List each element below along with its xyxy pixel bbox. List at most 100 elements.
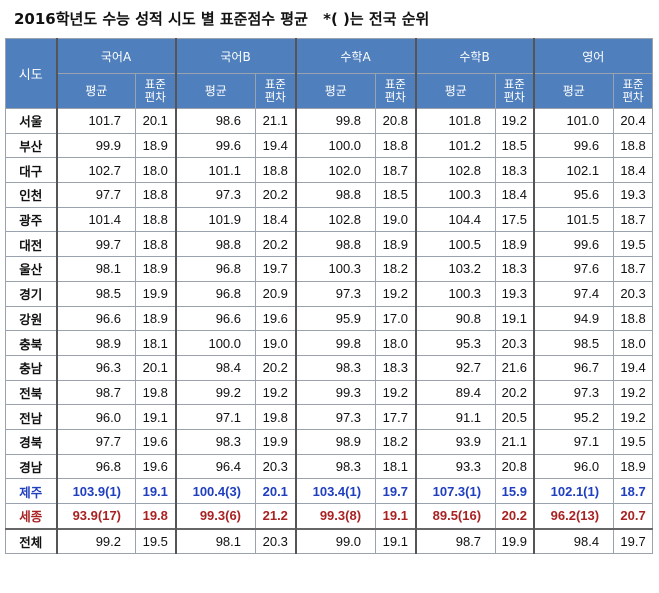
cell-avg: 98.3 xyxy=(174,428,257,455)
row-sido-name: 강원 xyxy=(5,305,57,332)
header-avg: 평균 xyxy=(55,73,136,109)
header-sd-line: 표준 xyxy=(503,77,525,91)
cell-avg: 102.0 xyxy=(294,157,377,184)
cell-avg: 97.6 xyxy=(532,256,615,282)
cell-avg: 97.3 xyxy=(532,379,615,406)
cell-avg: 95.9 xyxy=(294,305,377,332)
cell-avg: 100.0 xyxy=(174,330,257,356)
cell-avg: 97.7 xyxy=(55,182,136,208)
row-sido-name: 세종 xyxy=(5,502,57,530)
cell-avg: 99.2 xyxy=(55,527,136,555)
cell-avg: 107.3(1) xyxy=(414,478,497,504)
cell-avg: 101.8 xyxy=(414,108,497,134)
header-sd-line: 편차 xyxy=(384,90,406,104)
cell-avg: 104.4 xyxy=(414,206,497,233)
cell-sd: 18.3 xyxy=(375,354,417,381)
cell-avg: 96.3 xyxy=(55,354,136,381)
cell-avg: 97.3 xyxy=(294,404,377,430)
cell-sd: 19.2 xyxy=(375,280,417,307)
table-row: 인천 97.7 18.8 97.3 20.2 98.8 18.5 100.3 18.4 95.6 1… xyxy=(5,182,654,208)
header-avg: 평균 xyxy=(174,73,257,109)
row-sido-name: 전체 xyxy=(5,527,57,555)
cell-sd: 19.9 xyxy=(134,280,177,307)
cell-sd: 21.1 xyxy=(255,108,297,134)
cell-sd: 19.8 xyxy=(134,502,177,530)
row-sido-name: 충북 xyxy=(5,330,57,356)
cell-avg: 99.6 xyxy=(532,132,615,159)
cell-sd: 18.9 xyxy=(134,305,177,332)
table-row: 경남 96.8 19.6 96.4 20.3 98.3 18.1 93.3 20.8 96.0 18… xyxy=(5,453,654,480)
row-sido-name: 광주 xyxy=(5,206,57,233)
cell-avg: 98.1 xyxy=(55,256,136,282)
cell-avg: 98.8 xyxy=(294,182,377,208)
header-sd-line: 표준 xyxy=(144,77,166,91)
cell-avg: 97.1 xyxy=(174,404,257,430)
cell-avg: 89.4 xyxy=(414,379,497,406)
cell-avg: 94.9 xyxy=(532,305,615,332)
cell-avg: 100.5 xyxy=(414,231,497,258)
cell-avg: 99.2 xyxy=(174,379,257,406)
cell-sd: 20.2 xyxy=(495,502,535,530)
table-row: 세종 93.9(17) 19.8 99.3(6) 21.2 99.3(8) 19.1 89.5… xyxy=(5,502,654,530)
cell-sd: 18.8 xyxy=(134,231,177,258)
row-sido-name: 인천 xyxy=(5,182,57,208)
cell-sd: 20.7 xyxy=(613,502,654,530)
table-row: 서울 101.7 20.1 98.6 21.1 99.8 20.8 101.8 19.2 101.… xyxy=(5,108,654,134)
cell-sd: 19.1 xyxy=(134,478,177,504)
cell-sd: 18.9 xyxy=(613,453,654,480)
cell-sd: 18.8 xyxy=(375,132,417,159)
cell-sd: 15.9 xyxy=(495,478,535,504)
cell-sd: 19.5 xyxy=(613,428,654,455)
cell-sd: 18.8 xyxy=(255,157,297,184)
cell-sd: 19.8 xyxy=(255,404,297,430)
cell-sd: 18.7 xyxy=(613,478,654,504)
cell-avg: 98.6 xyxy=(174,108,257,134)
cell-sd: 19.3 xyxy=(495,280,535,307)
cell-sd: 18.1 xyxy=(375,453,417,480)
cell-sd: 18.8 xyxy=(134,206,177,233)
cell-sd: 17.7 xyxy=(375,404,417,430)
table-row: 광주 101.4 18.8 101.9 18.4 102.8 19.0 104.4 17.5 10… xyxy=(5,206,654,233)
header-subject-korean-b: 국어B xyxy=(174,38,297,74)
cell-avg: 99.7 xyxy=(55,231,136,258)
cell-sd: 18.0 xyxy=(134,157,177,184)
cell-sd: 19.1 xyxy=(134,404,177,430)
cell-avg: 97.1 xyxy=(532,428,615,455)
cell-avg: 99.0 xyxy=(294,527,377,555)
cell-sd: 17.0 xyxy=(375,305,417,332)
table-row: 경기 98.5 19.9 96.8 20.9 97.3 19.2 100.3 19.3 97.4 2… xyxy=(5,280,654,307)
cell-avg: 102.7 xyxy=(55,157,136,184)
cell-avg: 102.8 xyxy=(294,206,377,233)
cell-avg: 103.2 xyxy=(414,256,497,282)
header-sd-line: 표준 xyxy=(622,77,644,91)
page-title: 2016학년도 수능 성적 시도 별 표준점수 평균 *( )는 전국 순위 xyxy=(14,6,429,32)
cell-sd: 20.2 xyxy=(495,379,535,406)
cell-sd: 19.8 xyxy=(134,379,177,406)
cell-sd: 20.5 xyxy=(495,404,535,430)
cell-sd: 19.7 xyxy=(255,256,297,282)
cell-sd: 19.1 xyxy=(495,305,535,332)
cell-avg: 100.3 xyxy=(414,182,497,208)
header-subject-math-a: 수학A xyxy=(294,38,417,74)
cell-avg: 102.8 xyxy=(414,157,497,184)
cell-avg: 101.1 xyxy=(174,157,257,184)
cell-avg: 99.3(6) xyxy=(174,502,257,530)
cell-avg: 95.2 xyxy=(532,404,615,430)
header-subject-english: 영어 xyxy=(532,38,654,74)
cell-sd: 19.2 xyxy=(495,108,535,134)
rank-note: *( )는 전국 순위 xyxy=(323,10,430,28)
cell-avg: 98.5 xyxy=(532,330,615,356)
cell-avg: 103.9(1) xyxy=(55,478,136,504)
cell-sd: 19.6 xyxy=(255,305,297,332)
row-sido-name: 경기 xyxy=(5,280,57,307)
cell-avg: 101.2 xyxy=(414,132,497,159)
cell-sd: 19.6 xyxy=(134,428,177,455)
row-sido-name: 울산 xyxy=(5,256,57,282)
cell-sd: 17.5 xyxy=(495,206,535,233)
cell-avg: 98.7 xyxy=(414,527,497,555)
cell-sd: 18.5 xyxy=(495,132,535,159)
cell-avg: 98.4 xyxy=(174,354,257,381)
cell-sd: 21.6 xyxy=(495,354,535,381)
header-subject-korean-a: 국어A xyxy=(55,38,177,74)
header-subject-math-b: 수학B xyxy=(414,38,535,74)
